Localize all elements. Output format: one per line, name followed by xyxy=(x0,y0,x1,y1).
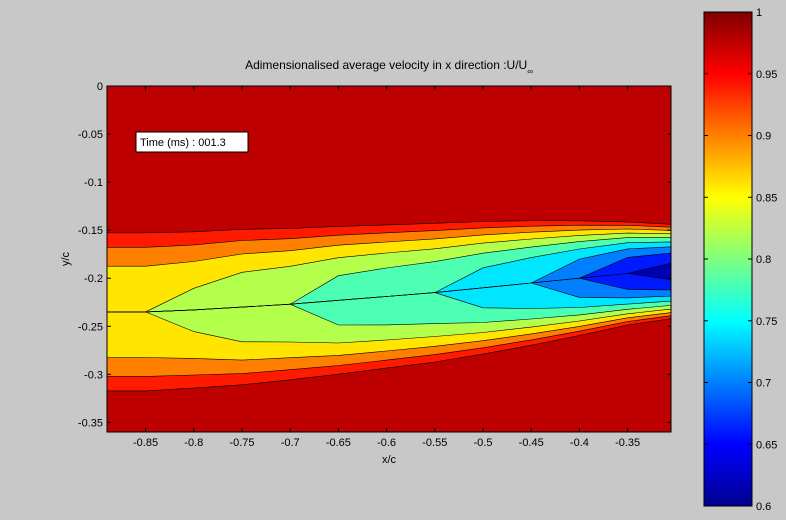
x-tick-label: -0.8 xyxy=(184,437,203,449)
x-tick-label: -0.45 xyxy=(519,437,544,449)
plot-frame xyxy=(106,85,672,433)
colorbar-tick-label: 0.6 xyxy=(756,501,771,513)
y-tick-label: -0.25 xyxy=(78,321,103,333)
y-tick-label: -0.05 xyxy=(78,129,103,141)
chart-title: Adimensionalised average velocity in x d… xyxy=(245,58,533,76)
colorbar: 1 0.95 0.9 0.85 0.8 0.75 0.7 0.65 0.6 xyxy=(703,7,777,513)
annotation-box xyxy=(135,131,249,153)
colorbar-tick-label: 0.65 xyxy=(756,439,777,451)
time-annotation: Time (ms) : 001.3 xyxy=(135,131,249,153)
y-tick-label: -0.1 xyxy=(84,177,103,189)
svg-text:Adimensionalised average veloc: Adimensionalised average velocity in x d… xyxy=(245,58,533,76)
x-tick-label: -0.6 xyxy=(377,437,396,449)
x-tick-label: -0.4 xyxy=(570,437,589,449)
x-axis-ticks: -0.85 -0.8 -0.75 -0.7 -0.65 -0.6 -0.55 -0.5 -0.4… xyxy=(133,86,640,449)
colorbar-tick-label: 1 xyxy=(756,7,762,19)
y-tick-label: -0.35 xyxy=(78,417,103,429)
title-subscript: ∞ xyxy=(527,67,533,76)
y-tick-label: -0.2 xyxy=(84,273,103,285)
colorbar-ticks: 1 0.95 0.9 0.85 0.8 0.75 0.7 0.65 0.6 xyxy=(704,7,777,513)
x-tick-label: -0.7 xyxy=(281,437,300,449)
y-axis-label: y/c xyxy=(60,251,72,266)
contour-field xyxy=(106,86,672,432)
title-text: Adimensionalised average velocity in x d… xyxy=(245,58,527,72)
colorbar-gradient xyxy=(703,11,753,507)
x-tick-label: -0.65 xyxy=(326,437,351,449)
colorbar-tick-label: 0.85 xyxy=(756,192,777,204)
x-tick-label: -0.85 xyxy=(133,437,158,449)
y-axis-ticks: 0 -0.05 -0.1 -0.15 -0.2 -0.25 -0.3 -0.35 xyxy=(78,81,671,429)
y-tick-label: -0.3 xyxy=(84,369,103,381)
x-tick-label: -0.75 xyxy=(229,437,254,449)
x-tick-label: -0.35 xyxy=(615,437,640,449)
x-axis-label: x/c xyxy=(382,454,397,466)
x-tick-label: -0.55 xyxy=(422,437,447,449)
y-tick-label: -0.15 xyxy=(78,225,103,237)
plot-area: -0.85 -0.8 -0.75 -0.7 -0.65 -0.6 -0.55 -0.5 -0.4… xyxy=(78,81,672,449)
colorbar-tick-label: 0.75 xyxy=(756,316,777,328)
colorbar-tick-label: 0.9 xyxy=(756,131,771,143)
colorbar-tick-label: 0.7 xyxy=(756,378,771,390)
colorbar-tick-label: 0.95 xyxy=(756,69,777,81)
annotation-text: Time (ms) : 001.3 xyxy=(140,137,226,149)
colorbar-tick-label: 0.8 xyxy=(756,254,771,266)
x-tick-label: -0.5 xyxy=(474,437,493,449)
y-tick-label: 0 xyxy=(97,81,103,93)
